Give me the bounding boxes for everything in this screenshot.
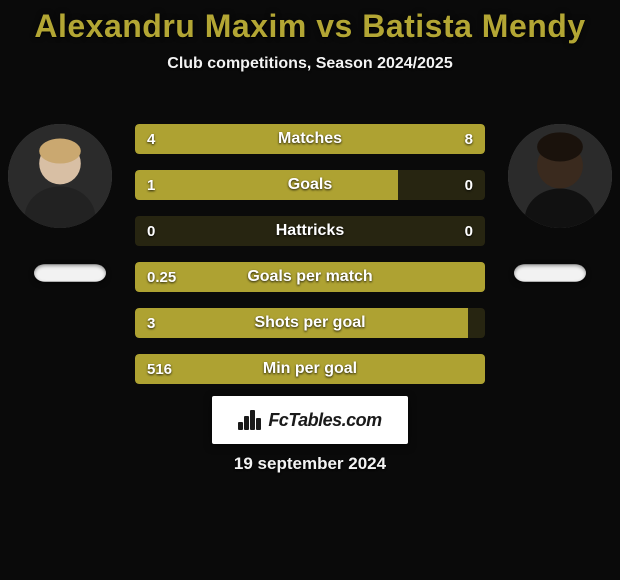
stat-value-left: 516 <box>147 354 172 384</box>
player1-flag <box>34 264 106 282</box>
stat-row: 10Goals <box>135 170 485 200</box>
stat-value-right: 0 <box>465 216 473 246</box>
stat-row: 0 0Hattricks <box>135 216 485 246</box>
avatar-placeholder-icon <box>508 124 612 228</box>
brand-text: FcTables.com <box>268 410 381 431</box>
brand-badge: FcTables.com <box>212 396 408 444</box>
stat-fill-left <box>135 170 398 200</box>
stat-label: Hattricks <box>135 216 485 246</box>
brand-bars-icon <box>238 410 262 430</box>
vs-label: vs <box>316 8 353 44</box>
stat-value-left: 0 <box>147 216 155 246</box>
stat-value-right: 0 <box>465 170 473 200</box>
stat-row: 0.25Goals per match <box>135 262 485 292</box>
avatar-placeholder-icon <box>8 124 112 228</box>
stat-fill-left <box>135 354 485 384</box>
stat-value-left: 0.25 <box>147 262 176 292</box>
comparison-card: Alexandru Maxim vs Batista Mendy Club co… <box>0 0 620 580</box>
date-text: 19 september 2024 <box>0 454 620 474</box>
stat-row: 3Shots per goal <box>135 308 485 338</box>
stat-fill-left <box>135 262 485 292</box>
stat-value-left: 3 <box>147 308 155 338</box>
stat-value-left: 1 <box>147 170 155 200</box>
stat-fill-left <box>135 308 468 338</box>
stat-fill-right <box>251 124 486 154</box>
player1-avatar <box>8 124 112 228</box>
player2-avatar <box>508 124 612 228</box>
stat-value-right: 8 <box>465 124 473 154</box>
player1-name: Alexandru Maxim <box>34 8 306 44</box>
player2-flag <box>514 264 586 282</box>
stat-row: 516Min per goal <box>135 354 485 384</box>
subtitle: Club competitions, Season 2024/2025 <box>0 55 620 73</box>
page-title: Alexandru Maxim vs Batista Mendy <box>0 0 620 45</box>
player2-name: Batista Mendy <box>362 8 585 44</box>
stat-row: 48Matches <box>135 124 485 154</box>
stat-value-left: 4 <box>147 124 155 154</box>
comparison-rows: 48Matches10Goals00Hattricks0.25Goals per… <box>135 124 485 400</box>
